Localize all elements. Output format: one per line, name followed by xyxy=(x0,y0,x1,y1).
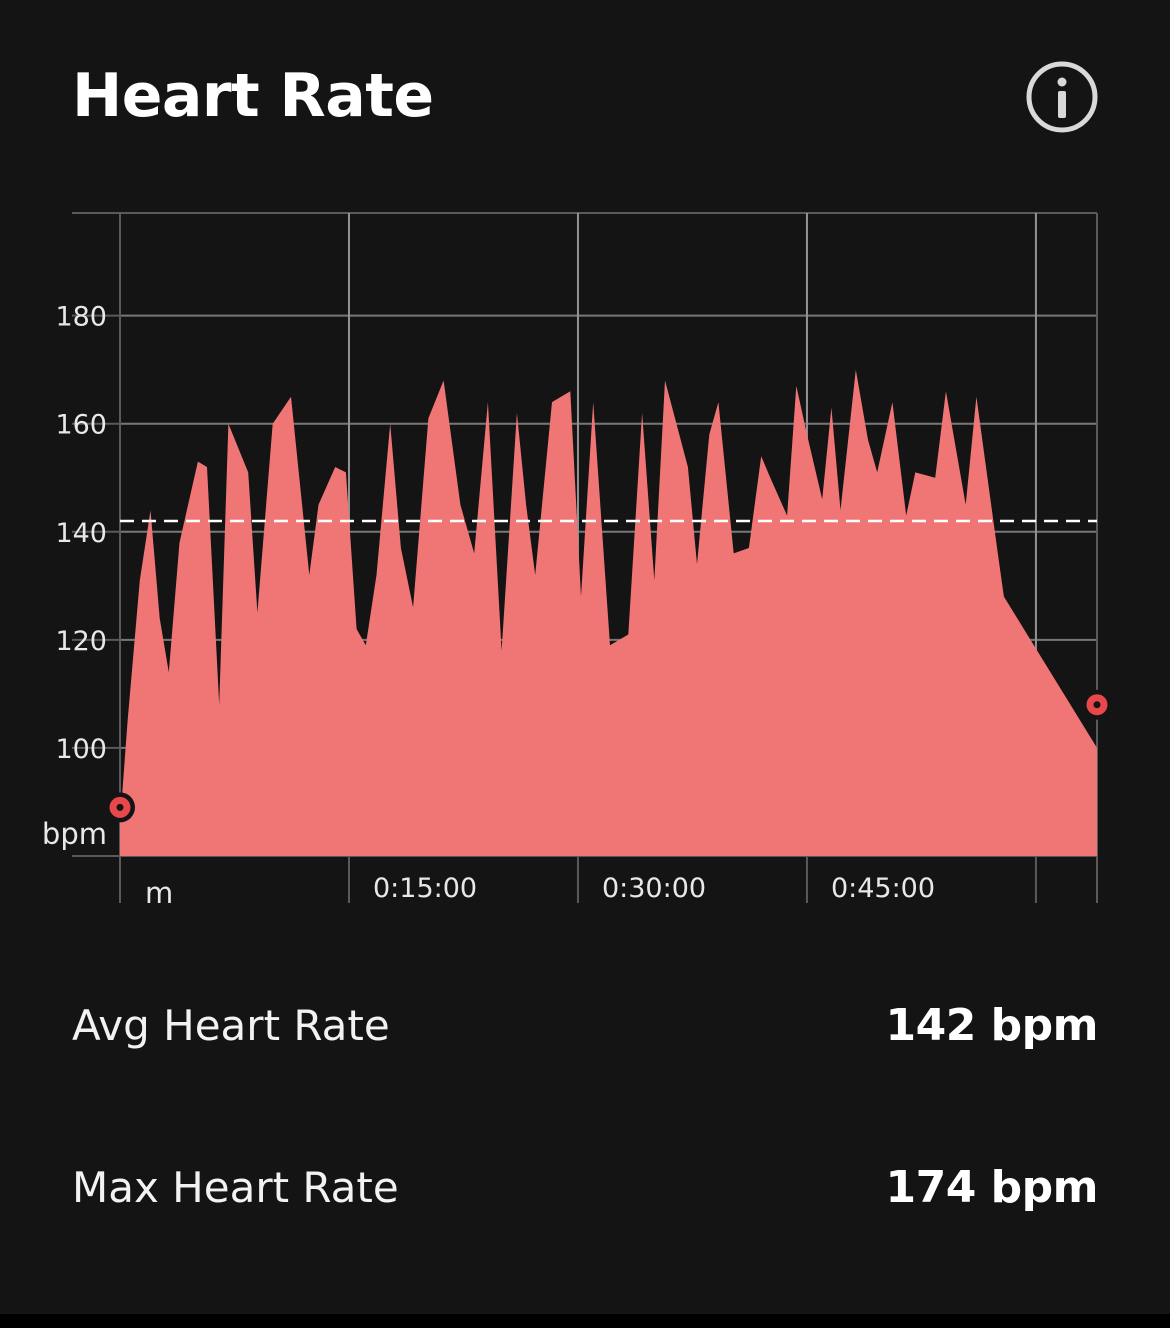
page-title: Heart Rate xyxy=(72,61,434,131)
end-marker-center xyxy=(1093,701,1101,709)
max-heart-rate-row: Max Heart Rate 174 bpm xyxy=(72,1156,1098,1218)
heart-rate-area xyxy=(120,369,1097,856)
bottom-bar xyxy=(0,1314,1170,1328)
y-tick-label-100: 100 xyxy=(55,734,107,765)
y-tick-label-140: 140 xyxy=(55,518,107,549)
heart-rate-chart: 100 120 140 160 180 0:15:00 0:30:00 0:45:00 bp… xyxy=(41,212,1112,910)
info-circle-icon[interactable] xyxy=(1025,60,1099,134)
x-axis-ticks: 0:15:00 0:30:00 0:45:00 xyxy=(373,873,935,904)
y-axis-unit-label: bpm xyxy=(42,817,107,851)
x-tick-label-1: 0:30:00 xyxy=(602,873,706,904)
start-marker-center xyxy=(116,803,124,811)
x-axis-unit-label: m xyxy=(145,876,173,910)
y-tick-label-160: 160 xyxy=(55,410,107,441)
y-axis-ticks: 100 120 140 160 180 xyxy=(55,302,107,765)
y-tick-label-120: 120 xyxy=(55,626,107,657)
x-tick-label-2: 0:45:00 xyxy=(831,873,935,904)
x-tick-label-0: 0:15:00 xyxy=(373,873,477,904)
max-heart-rate-value: 174 bpm xyxy=(885,1161,1098,1213)
y-tick-label-180: 180 xyxy=(55,302,107,333)
avg-heart-rate-label: Avg Heart Rate xyxy=(72,1000,390,1050)
avg-heart-rate-row: Avg Heart Rate 142 bpm xyxy=(72,994,1098,1056)
avg-heart-rate-value: 142 bpm xyxy=(885,999,1098,1051)
range-markers xyxy=(105,689,1112,823)
max-heart-rate-label: Max Heart Rate xyxy=(72,1162,399,1212)
